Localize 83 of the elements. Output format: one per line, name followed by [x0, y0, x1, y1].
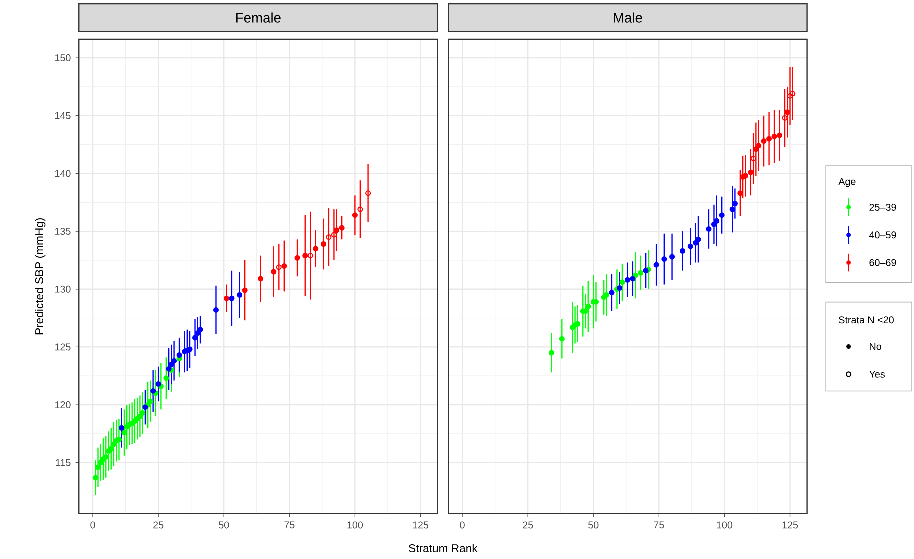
- point: [198, 326, 204, 333]
- point: [772, 134, 778, 140]
- point: [140, 410, 146, 416]
- legend-title: Age: [838, 178, 856, 188]
- point: [777, 132, 783, 138]
- text: Strata N <20: [839, 316, 894, 324]
- point: [643, 268, 649, 274]
- point: [714, 218, 720, 224]
- point: [575, 321, 581, 327]
- point: [680, 248, 686, 254]
- point: [229, 296, 235, 302]
- point: [302, 252, 308, 258]
- point: [242, 288, 248, 294]
- point: [548, 350, 554, 356]
- point: [624, 277, 630, 283]
- point: [756, 143, 762, 149]
- y-tick-label: 135: [55, 228, 71, 235]
- legend-label: 40–59: [869, 232, 896, 239]
- point: [630, 276, 636, 282]
- point: [164, 376, 170, 382]
- y-tick-label: 140: [55, 170, 71, 178]
- point: [156, 381, 162, 387]
- x-tick-label: 75: [284, 522, 295, 528]
- x-tick-label: 75: [654, 522, 664, 528]
- point: [688, 244, 694, 250]
- point: [320, 241, 326, 247]
- x-tick-label: 100: [717, 522, 733, 529]
- point: [696, 236, 702, 242]
- point: [662, 256, 668, 262]
- y-tick-label: 130: [55, 286, 71, 293]
- point: [213, 307, 220, 313]
- legend-label: 25–39: [870, 204, 896, 211]
- point: [334, 227, 340, 234]
- point: [119, 425, 125, 431]
- point: [586, 304, 592, 310]
- chart-title: Female: [236, 12, 281, 23]
- point: [609, 290, 615, 296]
- point: [150, 388, 156, 394]
- x-tick-label: 25: [523, 522, 534, 529]
- point: [620, 280, 626, 286]
- point: [559, 336, 565, 342]
- point: [258, 276, 264, 282]
- point: [638, 270, 644, 276]
- point: [766, 136, 772, 142]
- point: [92, 475, 98, 481]
- point: [176, 352, 182, 358]
- chart-title: Male: [614, 12, 642, 23]
- y-axis-title: Predicted SBP (mmHg): [35, 218, 46, 334]
- x-tick-label: 50: [588, 522, 599, 529]
- y-tick-label: 115: [56, 459, 71, 466]
- x-tick-label: 0: [460, 522, 465, 529]
- point: [237, 292, 243, 298]
- point: [172, 358, 178, 364]
- y-tick-label: 145: [55, 112, 71, 120]
- point: [706, 226, 712, 232]
- point: [670, 254, 676, 260]
- point: [730, 206, 736, 212]
- x-tick-label: 0: [90, 522, 96, 529]
- point: [617, 285, 623, 291]
- point: [654, 262, 660, 268]
- point: [719, 212, 725, 218]
- point: [761, 138, 767, 144]
- point: [166, 366, 172, 372]
- legend-label: 60–69: [870, 259, 896, 266]
- point: [339, 225, 345, 231]
- point: [352, 212, 358, 218]
- x-axis-title: Stratum Rank: [409, 544, 478, 552]
- point: [282, 263, 288, 269]
- point: [294, 255, 300, 261]
- x-tick-label: 100: [348, 522, 364, 529]
- y-tick-label: 150: [55, 54, 71, 62]
- y-tick-label: 125: [55, 344, 71, 351]
- x-tick-label: 125: [782, 522, 798, 529]
- y-tick-label: 120: [55, 401, 71, 408]
- point: [142, 404, 148, 410]
- x-tick-label: 125: [413, 522, 429, 529]
- x-tick-label: 50: [219, 522, 230, 529]
- text: Yes: [869, 370, 886, 378]
- point: [313, 246, 319, 252]
- text: No: [870, 343, 882, 350]
- x-tick-label: 25: [154, 522, 164, 529]
- point: [224, 296, 230, 302]
- point: [271, 269, 277, 275]
